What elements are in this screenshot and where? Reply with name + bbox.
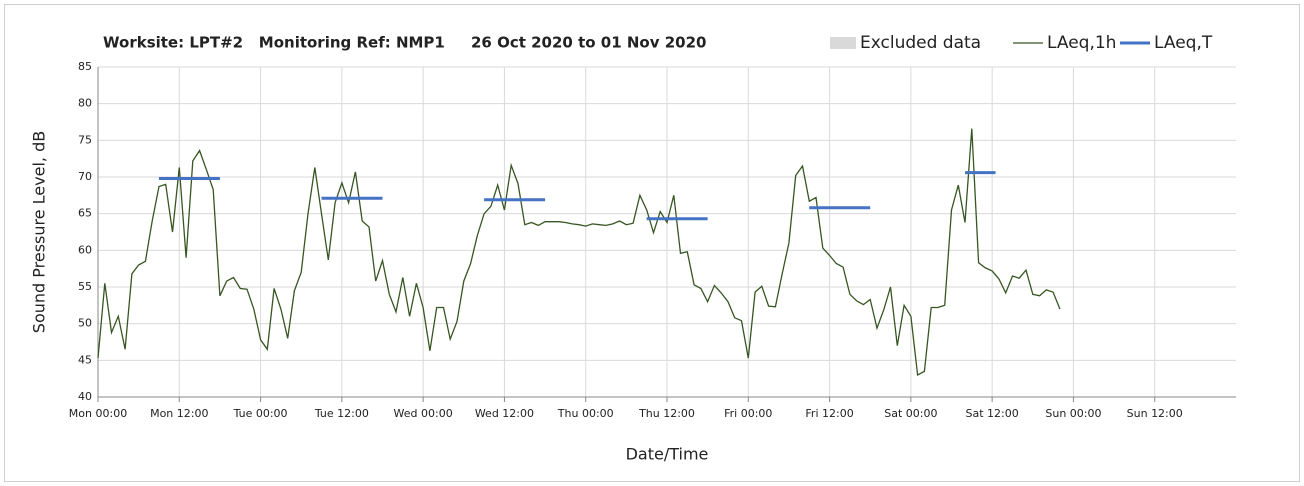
x-tick-label: Mon 12:00 [150, 407, 208, 420]
y-tick-label: 85 [78, 60, 92, 73]
y-tick-label: 60 [78, 243, 92, 256]
x-tick-label: Sat 12:00 [966, 407, 1019, 420]
y-tick-label: 50 [78, 317, 92, 330]
legend-label: LAeq,1h [1047, 33, 1116, 53]
x-tick-label: Thu 12:00 [638, 407, 695, 420]
legend-label: LAeq,T [1154, 33, 1213, 53]
y-tick-label: 70 [78, 170, 92, 183]
y-tick-label: 55 [78, 280, 92, 293]
x-tick-label: Wed 00:00 [394, 407, 453, 420]
x-tick-label: Sun 12:00 [1127, 407, 1183, 420]
y-tick-label: 65 [78, 207, 92, 220]
x-tick-label: Tue 00:00 [233, 407, 288, 420]
x-tick-label: Fri 12:00 [805, 407, 853, 420]
y-tick-label: 40 [78, 390, 92, 403]
chart-frame [4, 4, 1300, 482]
x-tick-label: Thu 00:00 [557, 407, 614, 420]
legend-swatch [830, 37, 856, 49]
y-tick-label: 75 [78, 133, 92, 146]
x-tick-label: Tue 12:00 [314, 407, 369, 420]
x-tick-label: Sat 00:00 [884, 407, 937, 420]
x-tick-label: Wed 12:00 [475, 407, 534, 420]
y-tick-label: 80 [78, 97, 92, 110]
y-tick-label: 45 [78, 353, 92, 366]
x-axis-label: Date/Time [626, 445, 709, 464]
y-axis-label: Sound Pressure Level, dB [30, 131, 49, 333]
chart-title: Worksite: LPT#2 Monitoring Ref: NMP1 26 … [103, 34, 706, 52]
x-tick-label: Mon 00:00 [69, 407, 127, 420]
x-tick-label: Fri 00:00 [724, 407, 772, 420]
x-tick-label: Sun 00:00 [1045, 407, 1101, 420]
legend-label: Excluded data [860, 33, 981, 53]
data-line [97, 128, 1061, 377]
